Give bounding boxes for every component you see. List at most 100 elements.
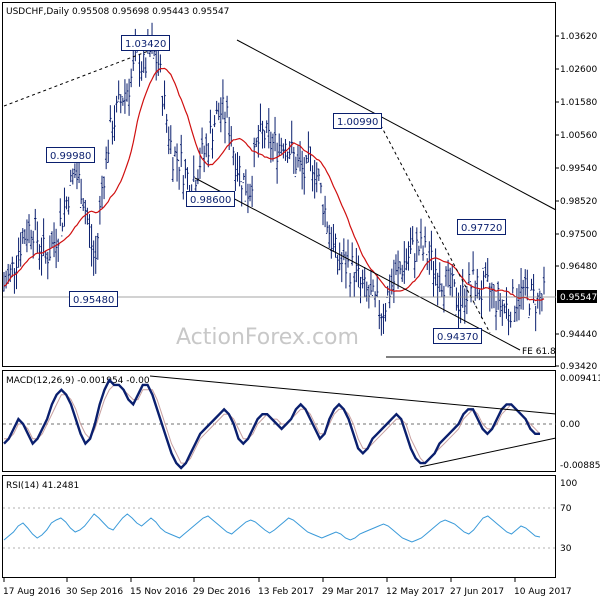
price-bar [31, 230, 35, 259]
price-bar [507, 308, 510, 336]
price-bar [36, 221, 39, 253]
price-bar [271, 133, 275, 162]
price-bar [526, 269, 529, 301]
price-bar [42, 218, 45, 257]
price-bar [407, 241, 410, 271]
label-box-0-99980 [46, 147, 95, 163]
label-box-0-95480 [69, 291, 118, 307]
price-bar [296, 144, 300, 168]
price-bar [438, 262, 441, 293]
price-y-tick-label: 0.96480 [560, 262, 597, 272]
price-bar [244, 169, 248, 202]
price-bar [123, 79, 127, 114]
price-bar [453, 274, 456, 287]
price-bar [334, 233, 337, 258]
price-bar [113, 105, 116, 141]
price-bar [25, 219, 29, 253]
label-0-97720: 0.97720 [461, 223, 502, 234]
price-bar [467, 262, 471, 285]
price-bar [423, 226, 427, 248]
price-bar [115, 95, 118, 113]
current-price-box [557, 290, 597, 303]
price-bar [127, 78, 131, 116]
price-bar [96, 232, 100, 260]
rsi-path [3, 513, 541, 543]
price-bar [200, 127, 204, 154]
macd-lines [3, 377, 541, 470]
price-bar [40, 237, 43, 276]
price-bar [353, 272, 356, 297]
watermark: ActionForex.com [176, 325, 359, 350]
price-bar [463, 288, 466, 324]
price-bar [448, 267, 452, 296]
price-bar [180, 134, 183, 167]
trendlines [3, 39, 557, 358]
macd-panel-title: MACD(12,26,9) -0.001954 -0.00 [6, 376, 150, 386]
label-box-1-03420 [121, 35, 170, 51]
label-box-0-98600 [186, 191, 235, 207]
price-bar [305, 155, 308, 164]
price-bar [92, 240, 95, 276]
price-bar [369, 269, 373, 295]
label-0-99980: 0.99980 [50, 151, 91, 162]
price-bar [232, 146, 235, 166]
label-0-95480: 0.95480 [73, 295, 114, 306]
x-tick-label: 29 Dec 2016 [193, 587, 251, 597]
rsi-y-tick-label: 100 [560, 479, 577, 489]
price-y-tick-label: 1.02600 [560, 65, 597, 75]
price-bar [257, 125, 260, 158]
price-y-tick-label: 0.98520 [560, 197, 597, 207]
label-fe-61-8: FE 61.8 [522, 347, 556, 357]
macd-y-tick-label: -0.008852 [560, 461, 600, 471]
price-bar [348, 272, 352, 298]
price-bar [386, 285, 389, 298]
price-bar [205, 133, 208, 158]
rsi-y-tick-label: 70 [560, 504, 572, 514]
price-bar [259, 103, 262, 132]
price-bar [75, 161, 79, 190]
price-bar [482, 267, 485, 289]
price-bar [336, 254, 339, 275]
price-bar [21, 228, 24, 244]
price-bar [524, 269, 527, 296]
price-bar [125, 83, 129, 102]
price-bar [378, 300, 381, 330]
price-bar [173, 146, 177, 157]
price-bar [396, 250, 400, 289]
price-bar [376, 274, 379, 298]
price-bar [509, 311, 512, 328]
time-x-axis: 17 Aug 2016 30 Sep 2016 15 Nov 2016 29 Dec … [3, 578, 572, 597]
rsi-line [3, 513, 541, 543]
channel-lower-line [194, 177, 521, 351]
current-price-text: 0.95547 [560, 293, 597, 303]
price-bar [300, 150, 304, 190]
price-bar [280, 137, 283, 154]
trendline-dotted-drop [377, 119, 491, 334]
price-bar [163, 80, 166, 110]
label-box-1-00990 [333, 113, 382, 129]
price-bar [473, 280, 477, 305]
price-bar [186, 167, 189, 190]
price-bar [61, 222, 64, 237]
price-bar [207, 142, 210, 168]
price-bar [515, 288, 519, 322]
price-bar [282, 143, 285, 159]
price-bar [202, 145, 206, 173]
price-labels: 1.03420 0.99980 0.98600 0.95480 1.00990 … [46, 35, 556, 357]
price-y-tick-label: 0.93420 [560, 362, 597, 372]
price-bar [350, 242, 354, 266]
price-bar [117, 80, 120, 102]
price-bar [59, 198, 62, 227]
price-bar [23, 229, 27, 245]
price-bar [494, 300, 498, 331]
price-bar [380, 313, 383, 336]
x-tick-label: 13 Feb 2017 [258, 587, 314, 597]
price-bar [138, 54, 141, 87]
price-bar [496, 281, 500, 310]
price-bar [471, 251, 475, 275]
price-bar [107, 139, 110, 163]
price-bar [88, 214, 91, 248]
price-bar [501, 299, 504, 326]
price-y-tick-label: 0.94440 [560, 330, 597, 340]
